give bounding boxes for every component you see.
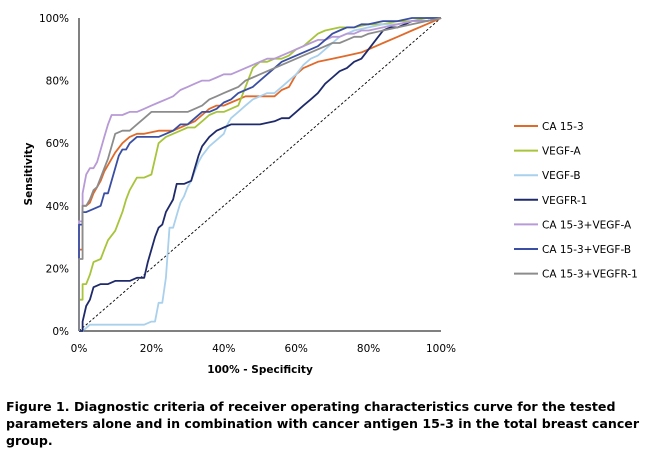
figure-caption: Figure 1. Diagnostic criteria of receive… — [6, 399, 640, 448]
plot-area: 0% 20% 40% 60% 80% 100% 0% 20% 40% 60% 80% 100% — [39, 13, 456, 355]
y-tick-label: 100% — [39, 13, 69, 25]
y-tick-label: 0% — [52, 326, 69, 338]
series-line-1 — [78, 17, 441, 331]
legend-label-6: CA 15-3+VEGFR-1 — [542, 269, 638, 281]
reference-diagonal — [78, 17, 442, 332]
legend: CA 15-3 VEGF-A VEGF-B VEGFR-1 CA 15-3+VEGF-A… — [514, 121, 638, 281]
legend-label-1: VEGF-A — [542, 146, 582, 158]
legend-label-3: VEGFR-1 — [542, 195, 587, 207]
legend-label-5: CA 15-3+VEGF-B — [542, 244, 631, 256]
roc-chart: 0% 20% 40% 60% 80% 100% 0% 20% 40% 60% 80% 100% 10… — [23, 13, 638, 376]
y-tick-label: 60% — [46, 138, 69, 150]
series-line-3 — [79, 17, 442, 332]
legend-label-2: VEGF-B — [542, 170, 581, 182]
y-tick-label: 40% — [46, 201, 69, 213]
y-tick-label: 20% — [46, 263, 69, 275]
series-line-6 — [78, 17, 442, 331]
roc-curves — [78, 17, 442, 332]
x-tick-label: 0% — [71, 343, 88, 355]
x-tick-labels: 0% 20% 40% 60% 80% 100% — [71, 343, 456, 355]
series-line-2 — [79, 17, 442, 332]
x-axis-title: 100% - Specificity — [207, 364, 313, 376]
legend-label-4: CA 15-3+VEGF-A — [542, 219, 632, 231]
x-tick-label: 60% — [285, 343, 308, 355]
x-tick-label: 100% — [426, 343, 456, 355]
x-tick-label: 40% — [212, 343, 235, 355]
y-tick-label: 80% — [46, 76, 69, 88]
reference-line — [78, 17, 442, 332]
series-line-4 — [78, 17, 442, 331]
legend-label-0: CA 15-3 — [542, 121, 584, 133]
y-tick-labels: 0% 20% 40% 60% 80% 100% — [39, 13, 69, 338]
series-line-5 — [78, 17, 441, 331]
x-tick-label: 80% — [357, 343, 380, 355]
y-axis-title: Sensitivity — [23, 142, 35, 205]
x-tick-label: 20% — [140, 343, 163, 355]
